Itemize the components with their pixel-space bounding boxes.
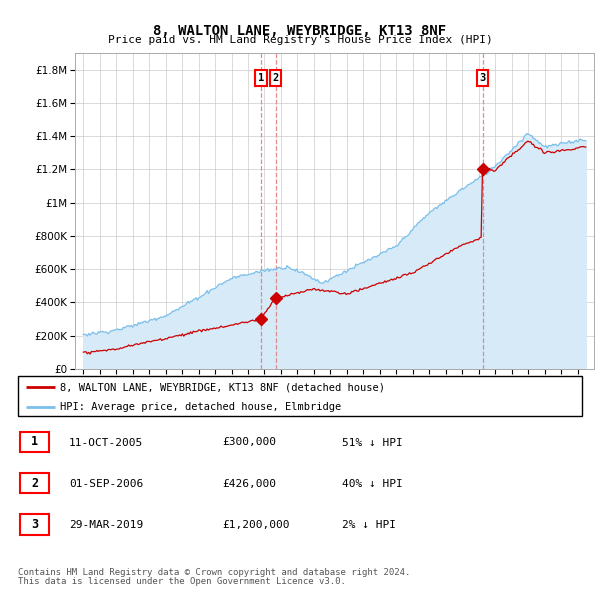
Text: £1,200,000: £1,200,000 xyxy=(222,520,290,530)
Text: 29-MAR-2019: 29-MAR-2019 xyxy=(69,520,143,530)
Text: HPI: Average price, detached house, Elmbridge: HPI: Average price, detached house, Elmb… xyxy=(60,402,341,412)
Text: This data is licensed under the Open Government Licence v3.0.: This data is licensed under the Open Gov… xyxy=(18,578,346,586)
Text: Contains HM Land Registry data © Crown copyright and database right 2024.: Contains HM Land Registry data © Crown c… xyxy=(18,568,410,577)
Text: 11-OCT-2005: 11-OCT-2005 xyxy=(69,438,143,447)
Text: 2% ↓ HPI: 2% ↓ HPI xyxy=(342,520,396,530)
Text: £300,000: £300,000 xyxy=(222,438,276,447)
Text: 3: 3 xyxy=(31,518,38,531)
Text: 2: 2 xyxy=(31,477,38,490)
Text: 8, WALTON LANE, WEYBRIDGE, KT13 8NF: 8, WALTON LANE, WEYBRIDGE, KT13 8NF xyxy=(154,24,446,38)
Text: 40% ↓ HPI: 40% ↓ HPI xyxy=(342,479,403,489)
Text: 8, WALTON LANE, WEYBRIDGE, KT13 8NF (detached house): 8, WALTON LANE, WEYBRIDGE, KT13 8NF (det… xyxy=(60,382,385,392)
Text: 01-SEP-2006: 01-SEP-2006 xyxy=(69,479,143,489)
Text: 51% ↓ HPI: 51% ↓ HPI xyxy=(342,438,403,447)
Text: 3: 3 xyxy=(479,73,486,83)
Text: 1: 1 xyxy=(31,435,38,448)
Text: 2: 2 xyxy=(272,73,278,83)
Text: £426,000: £426,000 xyxy=(222,479,276,489)
Text: 1: 1 xyxy=(258,73,264,83)
Text: Price paid vs. HM Land Registry's House Price Index (HPI): Price paid vs. HM Land Registry's House … xyxy=(107,35,493,45)
